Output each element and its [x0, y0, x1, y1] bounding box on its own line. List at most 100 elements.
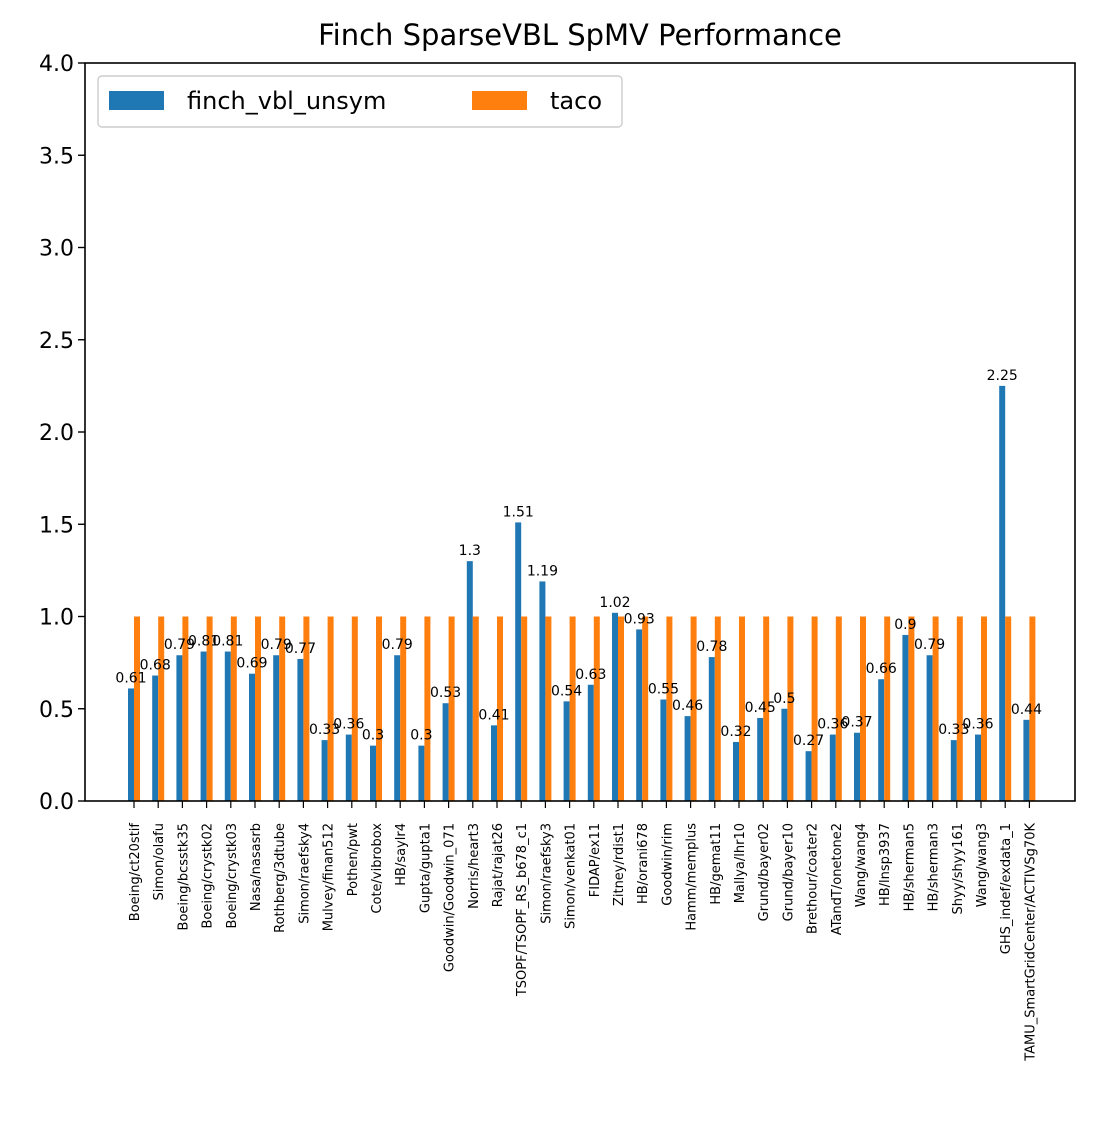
category-label: HB/saylr4: [394, 823, 409, 886]
bar-finch: [1023, 719, 1030, 801]
bar-value-label: 0.79: [164, 637, 195, 653]
bar-finch: [370, 745, 376, 801]
bar-taco: [134, 616, 140, 801]
category-label: Grund/bayer10: [781, 823, 796, 921]
bar-finch: [394, 655, 401, 801]
bar-labels-group: 0.610.680.790.810.810.690.790.770.330.36…: [115, 368, 1042, 749]
bar-value-label: 0.79: [261, 637, 292, 653]
bar-finch: [733, 741, 739, 801]
bar-finch: [297, 658, 304, 801]
bar-taco: [981, 616, 987, 801]
bar-finch: [975, 734, 981, 801]
y-tick-label: 2.0: [39, 421, 74, 446]
bar-taco: [472, 616, 479, 801]
bar-value-label: 0.54: [551, 683, 582, 699]
bar-finch: [854, 732, 860, 801]
bar-value-label: 0.93: [624, 611, 655, 627]
bar-value-label: 0.69: [236, 656, 267, 672]
bar-finch: [829, 734, 836, 801]
bar-finch: [660, 699, 667, 801]
bar-finch: [684, 716, 691, 801]
bar-taco: [1029, 616, 1036, 801]
bar-taco: [182, 616, 189, 801]
bar-value-label: 0.45: [745, 700, 776, 716]
bar-finch: [200, 651, 207, 801]
bar-taco: [448, 616, 455, 801]
category-label: Nasa/nasasrb: [249, 823, 264, 911]
bar-taco: [714, 616, 721, 801]
legend: finch_vbl_unsym taco: [97, 75, 623, 128]
bar-taco: [158, 616, 165, 801]
bar-taco: [739, 616, 745, 801]
bar-value-label: 1.02: [599, 595, 630, 611]
legend-box: [97, 75, 623, 128]
category-label: Mulvey/finan512: [322, 823, 337, 931]
bar-finch: [999, 385, 1006, 801]
bar-taco: [666, 616, 673, 801]
bar-taco: [569, 616, 576, 801]
bar-finch: [902, 634, 909, 801]
bar-value-label: 0.32: [720, 724, 751, 740]
category-label: Rajat/rajat26: [491, 823, 506, 907]
category-label: Cote/vibrobox: [370, 823, 385, 914]
bar-value-label: 0.81: [212, 634, 243, 650]
category-label: ATandT/onetone2: [830, 823, 845, 935]
category-label: Simon/olafu: [152, 823, 167, 900]
bar-taco: [255, 616, 261, 801]
category-label: Zitney/rdist1: [612, 823, 627, 906]
bar-finch: [491, 725, 497, 801]
bar-value-label: 0.5: [773, 691, 795, 707]
bar-finch: [273, 655, 280, 801]
category-label: Wang/wang3: [975, 823, 990, 907]
bar-taco: [327, 616, 334, 801]
bar-finch: [926, 655, 933, 801]
bar-value-label: 0.81: [188, 634, 219, 650]
category-label: Boeing/bcsstk35: [176, 823, 191, 930]
bar-finch: [128, 688, 134, 801]
bar-taco: [545, 616, 552, 801]
bar-finch: [224, 651, 231, 801]
bar-value-label: 0.3: [410, 728, 432, 744]
bar-value-label: 0.63: [575, 667, 606, 683]
bar-taco: [400, 616, 407, 801]
bar-finch: [515, 522, 522, 801]
bar-taco: [618, 616, 624, 801]
category-label: Norris/heart3: [467, 823, 482, 909]
bar-taco: [593, 616, 600, 801]
bar-value-label: 0.44: [1011, 702, 1042, 718]
chart-title: Finch SparseVBL SpMV Performance: [318, 18, 842, 52]
y-axis: 0.0 0.5 1.0 1.5 2.0 2.5 3.0 3.5 4.0: [39, 52, 85, 815]
bar-value-label: 0.33: [938, 722, 969, 738]
bar-taco: [497, 616, 503, 801]
bar-value-label: 0.36: [333, 717, 364, 733]
bar-finch: [587, 684, 594, 801]
category-label: Boeing/crystk02: [201, 823, 216, 928]
bar-taco: [642, 616, 649, 801]
category-label: Grund/bayer02: [757, 823, 772, 921]
bar-taco: [230, 616, 237, 801]
bar-finch: [878, 679, 885, 801]
bar-taco: [835, 616, 842, 801]
bar-finch: [152, 675, 159, 801]
y-tick-label: 0.5: [39, 698, 74, 723]
bar-taco: [521, 616, 528, 801]
category-label: Rothberg/3dtube: [273, 823, 288, 933]
category-label: Brethour/coater2: [806, 823, 821, 934]
bar-finch: [176, 655, 183, 801]
category-label: Simon/raefsky3: [539, 823, 554, 924]
bar-value-label: 0.41: [478, 707, 509, 723]
category-label: HB/sherman3: [927, 823, 942, 911]
bar-taco: [860, 616, 866, 801]
bars-group: [128, 385, 1036, 801]
bar-finch: [612, 612, 618, 801]
plot-frame: [84, 62, 1076, 802]
category-label: Goodwin/Goodwin_071: [443, 823, 458, 972]
bar-value-label: 2.25: [987, 368, 1018, 384]
legend-swatch-taco: [472, 91, 527, 110]
bar-finch: [636, 629, 643, 801]
bar-finch: [442, 703, 449, 801]
bar-finch: [321, 740, 328, 801]
bar-taco: [811, 616, 818, 801]
bar-value-label: 0.61: [115, 670, 146, 686]
